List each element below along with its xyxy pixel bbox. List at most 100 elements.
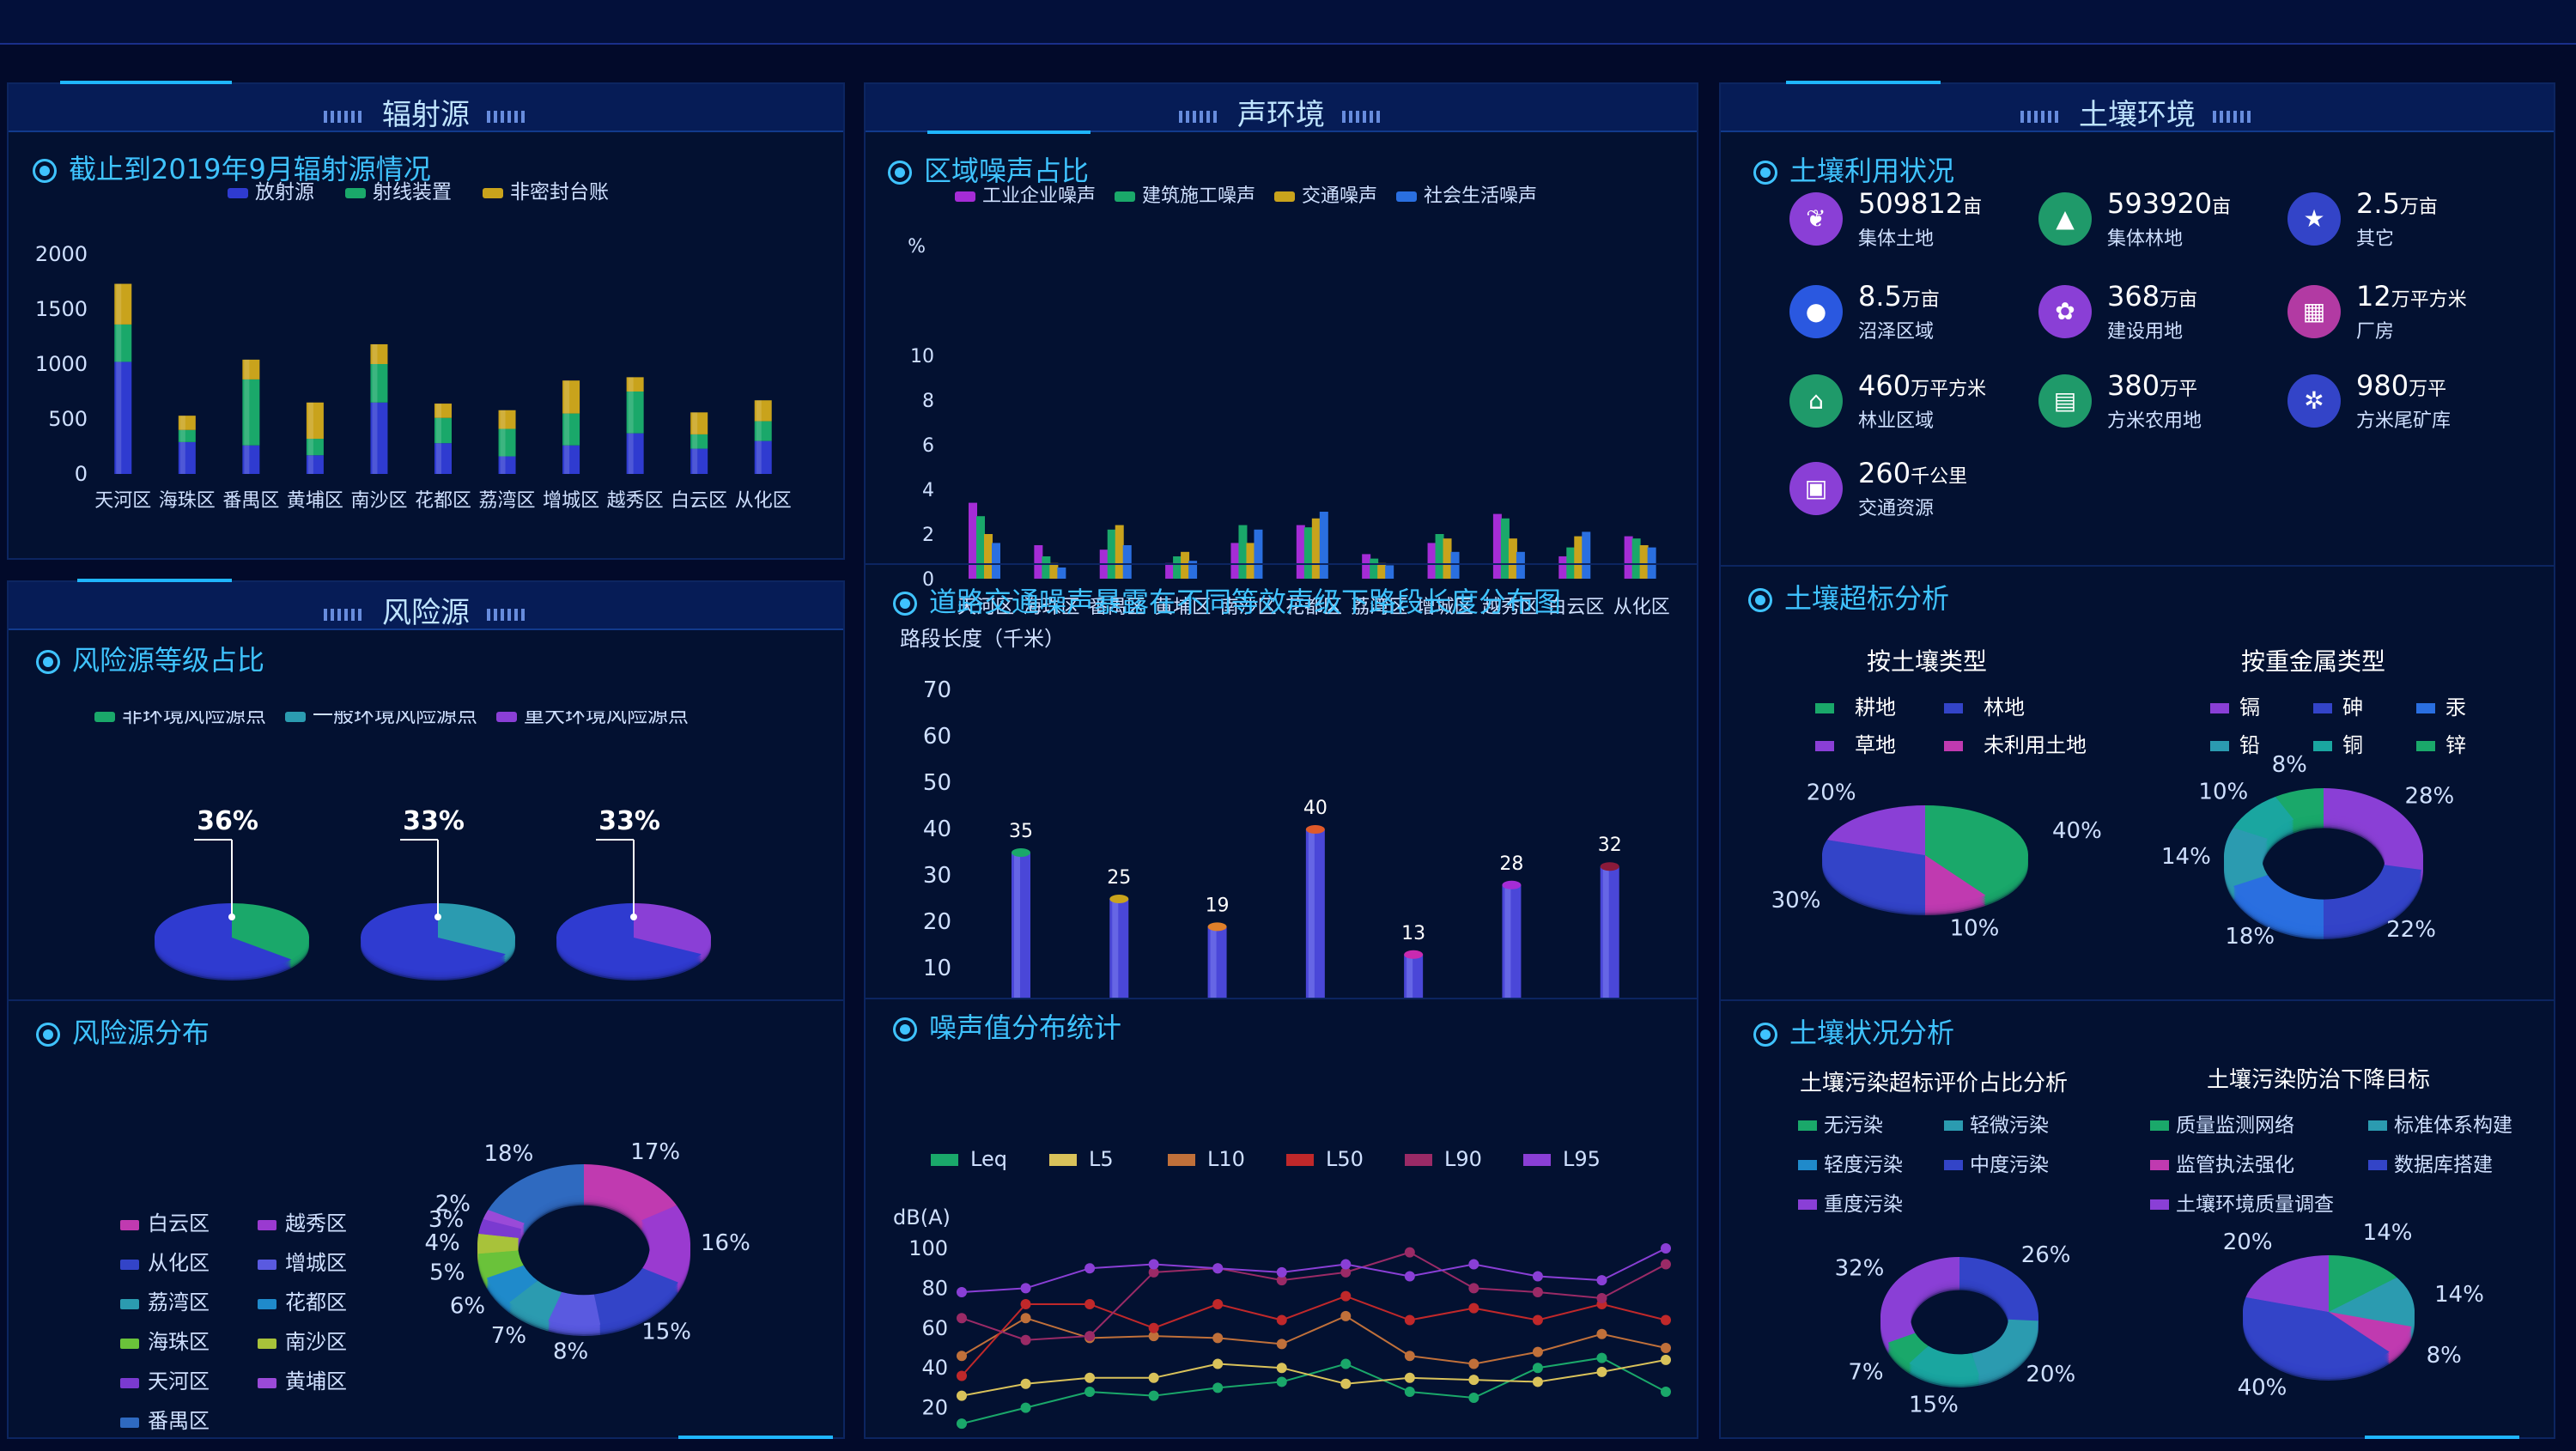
bar-segment (754, 400, 772, 422)
legend-label: 重大环境风险源点 (524, 711, 689, 727)
bar (1049, 562, 1059, 579)
legend-swatch (2313, 741, 2332, 751)
pie-slice (1826, 805, 1925, 855)
data-point (957, 1313, 967, 1324)
bar (1188, 561, 1198, 579)
legend-swatch (120, 1418, 139, 1428)
data-point (1340, 1266, 1352, 1278)
data-point (1596, 1293, 1607, 1303)
data-point (1404, 1372, 1415, 1383)
data-point (1468, 1358, 1479, 1369)
pie-slice (478, 1218, 522, 1238)
bar-shade (500, 410, 506, 429)
bar-shade (179, 416, 185, 430)
data-point (957, 1418, 967, 1430)
bar-segment (562, 380, 580, 414)
legend-label: 花都区 (285, 1290, 347, 1314)
legend-label: 增城区 (285, 1251, 347, 1275)
sound-panel: 声环境 区域噪声占比 工业企业噪声 建筑施工噪声 交通噪声 社会生活噪声% 0 2 4 6 8 1… (864, 82, 1698, 1439)
star-icon: ★ (2287, 192, 2341, 246)
y-tick-label: 10 (923, 956, 951, 981)
bar (1508, 538, 1517, 579)
bar-segment (690, 412, 708, 434)
data-label: 40 (1303, 798, 1327, 819)
legend-swatch (1405, 1154, 1432, 1166)
accent-line (1786, 81, 1941, 84)
chart-title: 按土壤类型 (1867, 647, 1987, 676)
data-point (1532, 1363, 1543, 1374)
legend-label: 重度污染 (1824, 1193, 1903, 1216)
data-point (1020, 1378, 1031, 1389)
data-label: 19 (1206, 895, 1230, 916)
bar (1238, 525, 1248, 579)
data-label: 25 (1107, 867, 1131, 889)
bar (1165, 562, 1175, 579)
data-point (1532, 1287, 1543, 1298)
divider (866, 563, 1697, 565)
legend-label: 越秀区 (285, 1211, 347, 1235)
shop-icon: ▤ (2038, 374, 2092, 428)
data-point (1212, 1382, 1224, 1393)
data-point (1661, 1354, 1671, 1365)
bar (1122, 545, 1132, 579)
bar-segment (690, 434, 708, 449)
bar (1492, 513, 1502, 579)
cylinder-cap (1109, 895, 1129, 903)
legend-label: L90 (1444, 1147, 1482, 1171)
data-point (1532, 1314, 1543, 1326)
pie-slice (1880, 1257, 1959, 1343)
stat-label: 集体林地 (2107, 228, 2184, 250)
y-tick-label: 1000 (35, 352, 88, 376)
pie-slice (2243, 1296, 2390, 1369)
divider (1721, 999, 2554, 1001)
pie-slice (1887, 1333, 1929, 1363)
data-point (1276, 1339, 1287, 1350)
bar-segment (114, 324, 132, 362)
data-point (1404, 1351, 1415, 1362)
data-point (1148, 1322, 1159, 1333)
pie-slice (1959, 1257, 2038, 1321)
data-point (1020, 1298, 1031, 1309)
dots-icon (1179, 110, 1220, 123)
data-point (1340, 1259, 1352, 1270)
bar-segment (498, 456, 516, 474)
legend-label: 南沙区 (285, 1330, 347, 1354)
soil-stat-item: ⌂ 460万平方米 林业区域 (1789, 369, 2013, 438)
data-point (1212, 1298, 1224, 1309)
data-label: 13 (1401, 923, 1425, 944)
slice-label: 10% (2198, 779, 2248, 804)
data-point (1020, 1402, 1031, 1413)
legend-swatch (2150, 1160, 2169, 1170)
data-point (1020, 1334, 1031, 1345)
legend-label: L5 (1089, 1147, 1114, 1171)
data-point (1212, 1358, 1224, 1369)
legend-label: 监管执法强化 (2176, 1154, 2294, 1176)
legend-label: L10 (1207, 1147, 1245, 1171)
section-title-risk-level: 风险源等级占比 (43, 639, 264, 678)
legend-swatch (258, 1378, 276, 1388)
bar-shade (116, 361, 122, 474)
divider (9, 999, 843, 1001)
pie-slice (2329, 1255, 2397, 1312)
cylinder-shade (1504, 884, 1511, 999)
noise-share-bar-chart: 工业企业噪声 建筑施工噪声 交通噪声 社会生活噪声%0246810天河区 海珠区 番禺区黄… (908, 185, 1670, 618)
bar-shade (372, 364, 378, 403)
stat-label: 方米农用地 (2107, 410, 2202, 432)
bar-shade (244, 445, 250, 474)
legend-label: 天河区 (148, 1369, 210, 1393)
x-tick-label: 从化区 (735, 490, 792, 512)
bar-segment (498, 410, 516, 429)
data-point (1020, 1313, 1031, 1324)
slice-label: 15% (1909, 1392, 1959, 1418)
legend-swatch (1798, 1120, 1817, 1131)
x-tick-label: 增城区 (543, 490, 599, 512)
x-tick-label: 黄埔区 (287, 490, 343, 512)
stat-value: 460万平方米 (1858, 369, 1987, 402)
chart-title: 按重金属类型 (2241, 647, 2385, 676)
x-tick-label: 天河区 (94, 490, 151, 512)
bar (1631, 538, 1641, 579)
leader-dot (630, 914, 637, 920)
cylinder-bar (1109, 899, 1129, 999)
data-point (1340, 1310, 1352, 1321)
bar (1385, 565, 1394, 579)
